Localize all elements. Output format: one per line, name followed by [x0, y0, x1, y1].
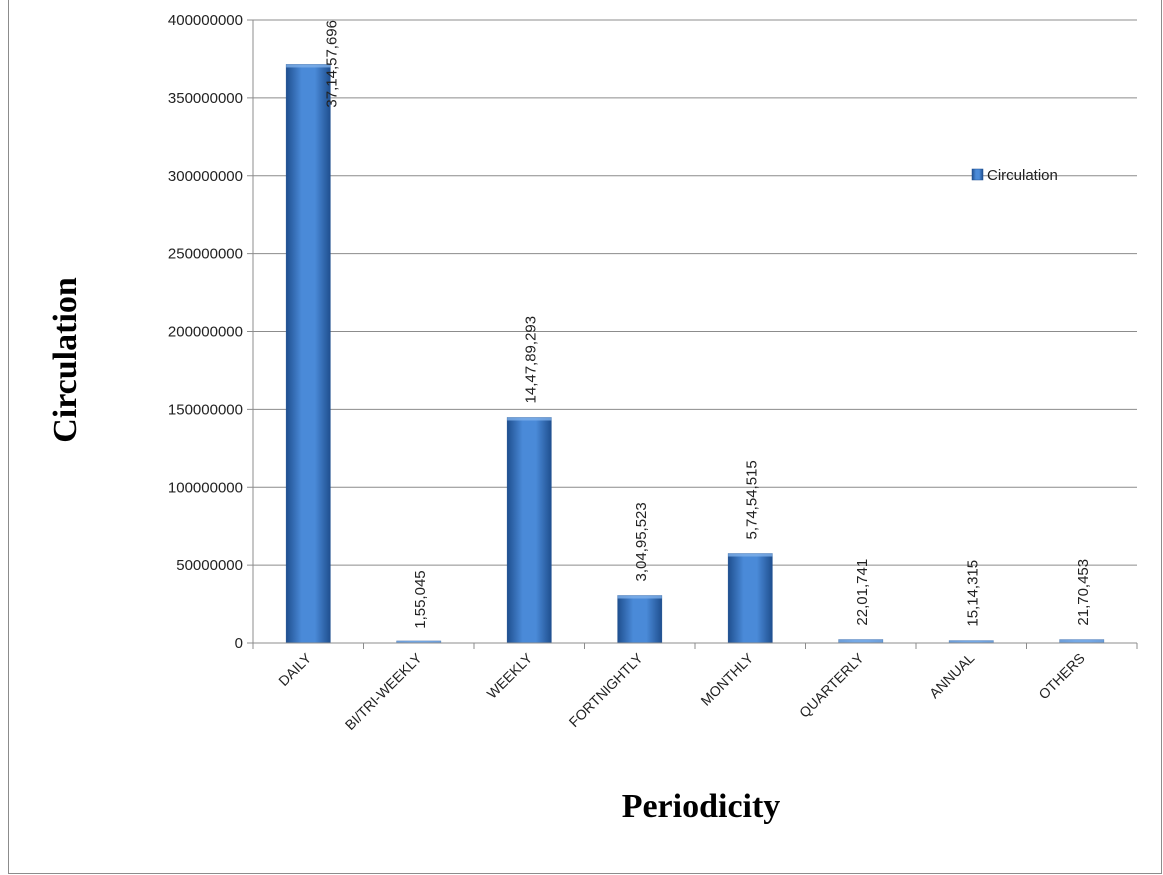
- x-axis-title: Periodicity: [622, 788, 781, 825]
- bar: [506, 417, 552, 644]
- data-label: 21,70,453: [1075, 559, 1092, 626]
- bar-top-highlight: [838, 639, 883, 643]
- x-category-label: OTHERS: [1035, 650, 1088, 703]
- y-tick-label: 350000000: [168, 90, 243, 107]
- bar: [617, 595, 663, 644]
- data-label: 14,47,89,293: [522, 316, 539, 404]
- y-tick-label: 400000000: [168, 12, 243, 29]
- y-tick-label: 250000000: [168, 246, 243, 263]
- data-label: 37,14,57,696: [323, 20, 340, 108]
- x-category-label: ANNUAL: [926, 650, 978, 702]
- y-tick-label: 150000000: [168, 401, 243, 418]
- y-tick-label: 50000000: [176, 557, 243, 574]
- legend-label: Circulation: [987, 167, 1058, 184]
- bar: [727, 553, 773, 644]
- x-category-label: QUARTERLY: [796, 649, 867, 720]
- bar-top-highlight: [507, 417, 552, 421]
- y-tick-label: 100000000: [168, 479, 243, 496]
- data-labels: 37,14,57,696 1,55,045 14,47,89,293 3,04,95,…: [323, 20, 1092, 629]
- data-label: 3,04,95,523: [633, 502, 650, 581]
- bar: [285, 64, 331, 644]
- x-category-label: BI/TRI-WEEKLY: [342, 649, 426, 733]
- x-category-label: WEEKLY: [484, 649, 536, 701]
- bar-top-highlight: [728, 553, 773, 557]
- y-tick-label: 200000000: [168, 324, 243, 341]
- bar-top-highlight: [286, 64, 331, 68]
- y-axis-ticks: 0 50000000 100000000 150000000 200000000 2500…: [168, 12, 253, 652]
- legend-swatch: [971, 168, 984, 181]
- y-tick-label: 0: [235, 635, 243, 652]
- bar-top-highlight: [396, 641, 441, 643]
- y-tick-label: 300000000: [168, 168, 243, 185]
- bars: [285, 64, 1105, 644]
- x-axis-categories: DAILY BI/TRI-WEEKLY WEEKLY FORTNIGHTLY MONTH…: [275, 649, 1088, 733]
- data-label: 15,14,315: [964, 560, 981, 627]
- axes: [252, 20, 1138, 649]
- y-axis-title: Circulation: [47, 277, 84, 443]
- bar-top-highlight: [1059, 639, 1104, 643]
- bar-top-highlight: [949, 640, 994, 643]
- legend: Circulation: [971, 167, 1058, 184]
- bar-top-highlight: [617, 595, 662, 599]
- x-category-label: DAILY: [275, 649, 315, 689]
- chart-frame: [8, 0, 1162, 874]
- x-category-label: FORTNIGHTLY: [566, 649, 647, 730]
- data-label: 1,55,045: [412, 570, 429, 628]
- x-category-label: MONTHLY: [697, 649, 756, 708]
- gridlines: [253, 19, 1137, 566]
- data-label: 22,01,741: [854, 559, 871, 626]
- data-label: 5,74,54,515: [743, 460, 760, 539]
